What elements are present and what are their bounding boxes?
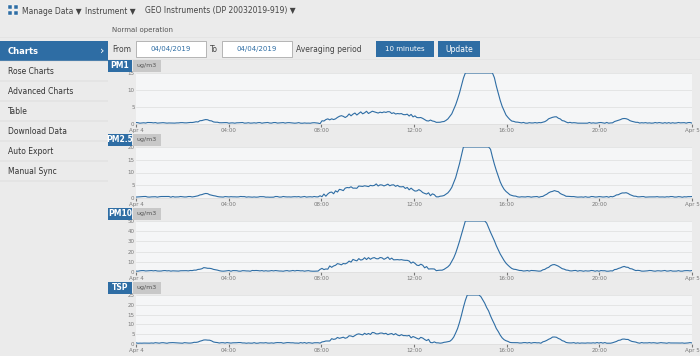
Text: GEO Instruments (DP 20032019-919) ▼: GEO Instruments (DP 20032019-919) ▼ <box>145 6 295 16</box>
Text: ug/m3: ug/m3 <box>137 137 157 142</box>
Bar <box>136 41 206 57</box>
Bar <box>438 41 480 57</box>
Text: PM2.5: PM2.5 <box>106 136 134 145</box>
Text: ug/m3: ug/m3 <box>137 286 157 290</box>
Text: Normal operation: Normal operation <box>112 27 173 33</box>
Text: 04/04/2019: 04/04/2019 <box>150 46 191 52</box>
Text: PM1: PM1 <box>111 62 130 70</box>
Bar <box>108 60 132 72</box>
Text: PM10: PM10 <box>108 209 132 219</box>
Bar <box>133 60 161 72</box>
Bar <box>14 11 18 15</box>
Text: ›: › <box>100 46 104 56</box>
Text: ug/m3: ug/m3 <box>137 211 157 216</box>
Text: Table: Table <box>8 106 28 115</box>
Text: ug/m3: ug/m3 <box>137 63 157 68</box>
Text: Instrument ▼: Instrument ▼ <box>85 6 136 16</box>
Bar <box>108 208 132 220</box>
Text: Advanced Charts: Advanced Charts <box>8 87 74 95</box>
Bar <box>8 11 12 15</box>
Text: 10 minutes: 10 minutes <box>385 46 425 52</box>
Text: Auto Export: Auto Export <box>8 147 53 156</box>
Text: Update: Update <box>445 44 473 53</box>
Text: Manage Data ▼: Manage Data ▼ <box>22 6 82 16</box>
Text: Rose Charts: Rose Charts <box>8 67 54 75</box>
Bar <box>14 5 18 9</box>
Bar <box>222 41 292 57</box>
Bar <box>133 282 161 294</box>
Bar <box>108 134 132 146</box>
Text: From: From <box>112 44 131 53</box>
Text: Charts: Charts <box>8 47 39 56</box>
Bar <box>108 282 132 294</box>
Bar <box>376 41 434 57</box>
Text: Manual Sync: Manual Sync <box>8 167 57 176</box>
Text: TSP: TSP <box>112 283 128 293</box>
Text: Averaging period: Averaging period <box>296 44 362 53</box>
Bar <box>133 134 161 146</box>
Bar <box>0 41 108 61</box>
Text: Download Data: Download Data <box>8 126 67 136</box>
Bar <box>133 208 161 220</box>
Text: 04/04/2019: 04/04/2019 <box>237 46 277 52</box>
Text: To: To <box>210 44 218 53</box>
Bar <box>8 5 12 9</box>
